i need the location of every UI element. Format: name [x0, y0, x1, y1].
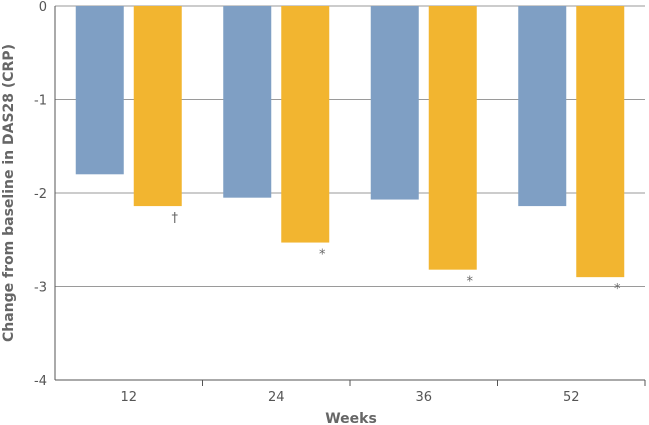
y-axis-title: Change from baseline in DAS28 (CRP): [1, 44, 17, 342]
significance-marker: †: [172, 211, 179, 226]
y-tick-label: 0: [39, 0, 47, 15]
axes: [54, 6, 646, 386]
bar: [428, 6, 477, 270]
y-tick-label: -3: [34, 281, 47, 296]
bar: [75, 6, 124, 175]
x-tick-label: 24: [268, 390, 285, 405]
x-axis-title: Weeks: [325, 411, 377, 425]
bar: [518, 6, 567, 207]
significance-marker: *: [319, 248, 326, 263]
bar: [576, 6, 625, 278]
x-tick-label: 12: [120, 390, 137, 405]
bar: [133, 6, 182, 207]
y-tick-label: -1: [34, 94, 47, 109]
labels: 0 -1 -2 -3 -4 12 24 36 52 † * * *: [34, 0, 621, 405]
significance-marker: *: [614, 282, 621, 297]
y-tick-label: -2: [34, 187, 47, 202]
x-tick-label: 36: [415, 390, 432, 405]
bars: [75, 6, 625, 278]
bar: [370, 6, 419, 200]
significance-marker: *: [467, 275, 474, 290]
x-tick-label: 52: [563, 390, 580, 405]
y-tick-label: -4: [34, 374, 47, 389]
bar: [223, 6, 272, 198]
bar: [281, 6, 330, 243]
